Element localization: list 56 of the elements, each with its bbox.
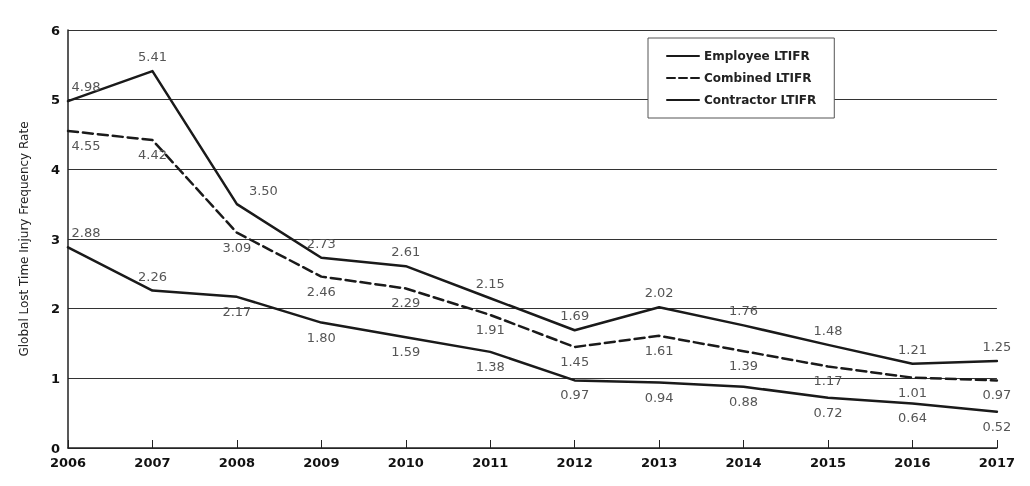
data-label: 1.45: [560, 353, 590, 369]
x-tick-label: 2014: [725, 455, 762, 470]
data-label: 4.98: [71, 79, 101, 95]
y-tick-label: 1: [50, 370, 60, 386]
data-label: 1.38: [475, 358, 505, 374]
x-tick-label: 2007: [134, 455, 171, 470]
data-label: 1.59: [391, 344, 421, 360]
legend-label: Combined LTIFR: [704, 71, 812, 85]
data-label: 2.15: [475, 276, 505, 292]
data-label: 0.94: [644, 389, 674, 405]
x-tick-label: 2015: [809, 455, 847, 470]
y-axis-title: Global Lost Time Injury Frequency Rate: [17, 121, 31, 357]
data-label: 4.42: [137, 147, 167, 163]
data-label: 0.72: [813, 404, 843, 420]
x-tick-label: 2012: [556, 455, 593, 470]
x-tick-label: 2008: [218, 455, 255, 470]
data-label: 3.50: [248, 182, 278, 198]
data-label: 2.02: [644, 285, 674, 301]
data-label: 3.09: [222, 239, 252, 255]
data-label: 4.55: [71, 138, 101, 154]
data-label: 1.80: [306, 329, 336, 345]
data-label: 0.97: [982, 387, 1012, 403]
data-label: 2.26: [137, 268, 167, 284]
data-label: 2.29: [391, 295, 421, 311]
data-label: 2.73: [306, 235, 336, 251]
y-tick-label: 0: [50, 440, 60, 456]
data-label: 0.88: [729, 393, 759, 409]
data-label: 0.52: [982, 418, 1012, 434]
y-tick-label: 2: [50, 301, 60, 317]
data-label: 0.97: [560, 387, 590, 403]
x-tick-label: 2006: [49, 455, 87, 470]
data-label: 1.01: [897, 384, 927, 400]
y-tick-label: 6: [50, 22, 60, 38]
legend-label: Contractor LTIFR: [704, 93, 817, 107]
data-label: 1.21: [897, 341, 927, 357]
legend-label: Employee LTIFR: [704, 49, 810, 63]
data-label: 1.48: [813, 322, 843, 338]
y-tick-label: 3: [50, 231, 60, 247]
data-label: 0.64: [897, 410, 927, 426]
data-label: 1.91: [475, 321, 505, 337]
data-label: 2.88: [71, 225, 101, 241]
x-tick-label: 2016: [894, 455, 931, 470]
data-label: 2.46: [306, 283, 336, 299]
x-tick-label: 2011: [472, 455, 509, 470]
data-label: 1.39: [729, 358, 759, 374]
y-tick-label: 5: [50, 92, 60, 108]
data-label: 2.61: [391, 244, 421, 260]
x-tick-label: 2010: [387, 455, 424, 470]
x-tick-label: 2013: [641, 455, 678, 470]
data-label: 1.69: [560, 308, 590, 324]
data-label: 1.61: [644, 342, 674, 358]
x-tick-label: 2009: [303, 455, 340, 470]
y-tick-label: 4: [50, 161, 60, 177]
data-label: 1.25: [982, 338, 1012, 354]
x-tick-label: 2017: [978, 455, 1015, 470]
data-label: 5.41: [137, 49, 167, 65]
